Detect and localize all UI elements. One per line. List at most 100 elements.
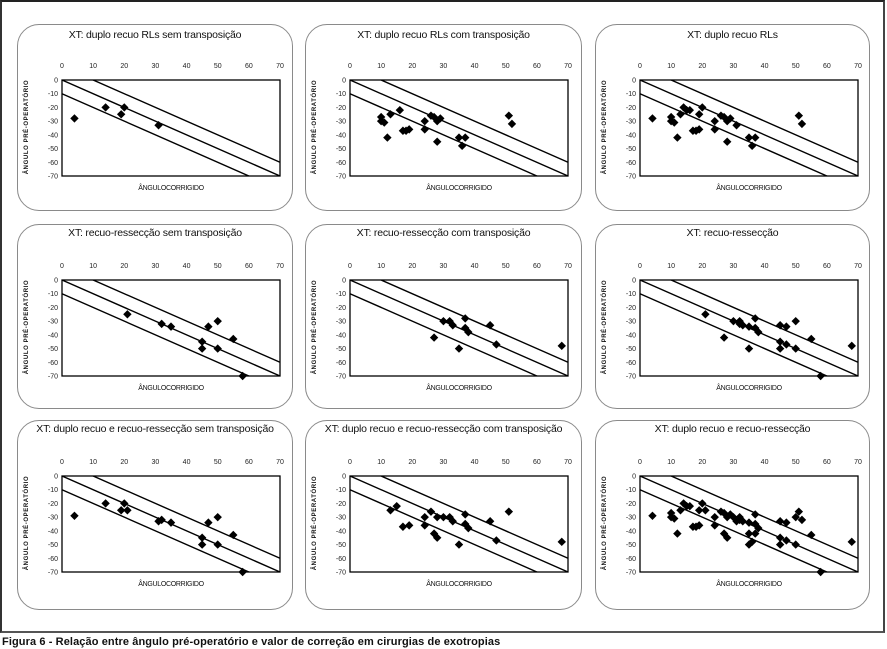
chart-card: XT: recuo-ressecção ÂNGULOCORRIGIDO ÂNGULO… <box>595 224 870 409</box>
figure-frame <box>0 0 885 633</box>
data-point <box>420 116 429 126</box>
x-tick-label: 50 <box>792 63 800 70</box>
y-tick-label: -10 <box>626 487 636 494</box>
data-point <box>464 327 473 337</box>
reference-line <box>62 80 280 176</box>
scatter-plot: 0 10 20 30 40 50 60 70 0 -10 -20 -30 -40 -50 -60 -70 <box>336 63 572 181</box>
data-point <box>744 322 754 331</box>
data-point <box>213 316 222 326</box>
data-point <box>782 322 791 331</box>
scatter-plot: 0 10 20 30 40 50 60 70 0 -10 -20 -30 -40 -50 -60 -70 <box>48 263 284 381</box>
x-tick-label: 0 <box>348 459 352 466</box>
y-tick-label: -10 <box>48 91 58 98</box>
data-point <box>229 530 238 540</box>
x-tick-label: 70 <box>564 63 572 70</box>
x-tick-label: 40 <box>761 63 769 70</box>
data-point <box>464 523 473 533</box>
x-tick-label: 30 <box>152 459 160 466</box>
y-tick-label: 0 <box>342 78 346 85</box>
y-tick-label: -30 <box>336 515 346 522</box>
y-tick-label: -60 <box>336 160 346 167</box>
x-tick-label: 20 <box>698 459 706 466</box>
x-tick-label: 40 <box>471 263 479 270</box>
data-point <box>744 529 754 538</box>
y-tick-label: -20 <box>626 105 636 112</box>
y-tick-label: -50 <box>48 542 58 549</box>
x-axis-label: ÂNGULOCORRIGIDO <box>426 581 492 588</box>
data-point <box>383 133 392 142</box>
data-point <box>433 137 442 146</box>
y-tick-label: -30 <box>336 319 346 326</box>
y-tick-label: -70 <box>48 570 58 577</box>
reference-line <box>91 476 280 559</box>
y-tick-label: -40 <box>626 132 636 139</box>
x-axis-label: ÂNGULOCORRIGIDO <box>138 385 204 392</box>
x-tick-label: 10 <box>89 263 97 270</box>
y-tick-label: -60 <box>336 556 346 563</box>
scatter-plot: 0 10 20 30 40 50 60 70 0 -10 -20 -30 -40 -50 -60 -70 <box>336 459 572 577</box>
data-point <box>154 121 163 130</box>
data-point <box>197 533 207 542</box>
x-tick-label: 10 <box>89 63 97 70</box>
x-tick-label: 0 <box>638 263 642 270</box>
data-point <box>120 499 129 508</box>
x-tick-label: 70 <box>854 459 862 466</box>
chart-card: XT: duplo recuo e recuo-ressecção ÂNGULOC… <box>595 420 870 610</box>
y-tick-label: -30 <box>626 515 636 522</box>
x-tick-label: 0 <box>348 263 352 270</box>
y-tick-label: -70 <box>336 374 346 381</box>
x-tick-label: 20 <box>408 263 416 270</box>
data-point <box>157 319 166 329</box>
y-tick-label: -60 <box>626 360 636 367</box>
data-point <box>197 540 207 549</box>
y-tick-label: -40 <box>48 332 58 339</box>
data-point <box>197 344 207 353</box>
data-point <box>404 125 414 134</box>
data-point <box>101 103 110 112</box>
x-tick-label: 20 <box>698 63 706 70</box>
x-tick-label: 10 <box>377 459 385 466</box>
y-tick-label: -30 <box>626 319 636 326</box>
x-axis-label: ÂNGULOCORRIGIDO <box>716 185 782 192</box>
data-point <box>120 103 129 112</box>
data-point <box>392 501 401 511</box>
data-point <box>738 321 747 330</box>
reference-line <box>350 476 568 572</box>
x-tick-label: 30 <box>440 63 448 70</box>
data-point <box>386 506 395 515</box>
y-tick-label: -40 <box>336 332 346 339</box>
data-point <box>101 499 110 508</box>
x-tick-label: 30 <box>152 63 160 70</box>
data-point <box>648 511 657 520</box>
y-tick-label: 0 <box>632 278 636 285</box>
y-tick-label: -10 <box>48 291 58 298</box>
y-tick-label: -10 <box>336 487 346 494</box>
data-point <box>738 517 747 526</box>
chart-title: XT: duplo recuo e recuo-ressecção <box>654 423 811 435</box>
x-axis-label: ÂNGULOCORRIGIDO <box>716 385 782 392</box>
data-point <box>710 116 719 126</box>
x-tick-label: 20 <box>120 63 128 70</box>
data-point <box>448 517 457 526</box>
y-tick-label: -40 <box>48 528 58 535</box>
x-tick-label: 70 <box>854 63 862 70</box>
data-point <box>401 126 411 135</box>
data-point <box>123 310 132 319</box>
x-tick-label: 40 <box>761 263 769 270</box>
reference-line <box>91 80 280 163</box>
y-tick-label: -20 <box>336 105 346 112</box>
y-tick-label: -20 <box>626 501 636 508</box>
x-tick-label: 50 <box>792 459 800 466</box>
x-tick-label: 30 <box>440 459 448 466</box>
data-point <box>807 530 816 540</box>
y-tick-label: -60 <box>626 160 636 167</box>
x-tick-label: 70 <box>276 459 284 466</box>
y-tick-label: -40 <box>626 332 636 339</box>
reference-line <box>669 280 858 363</box>
y-tick-label: -30 <box>48 319 58 326</box>
reference-line <box>91 280 280 363</box>
chart-card: XT: duplo recuo e recuo-ressecção com tr… <box>305 420 582 610</box>
data-point <box>439 316 448 326</box>
reference-line <box>350 280 568 376</box>
x-tick-label: 50 <box>792 263 800 270</box>
